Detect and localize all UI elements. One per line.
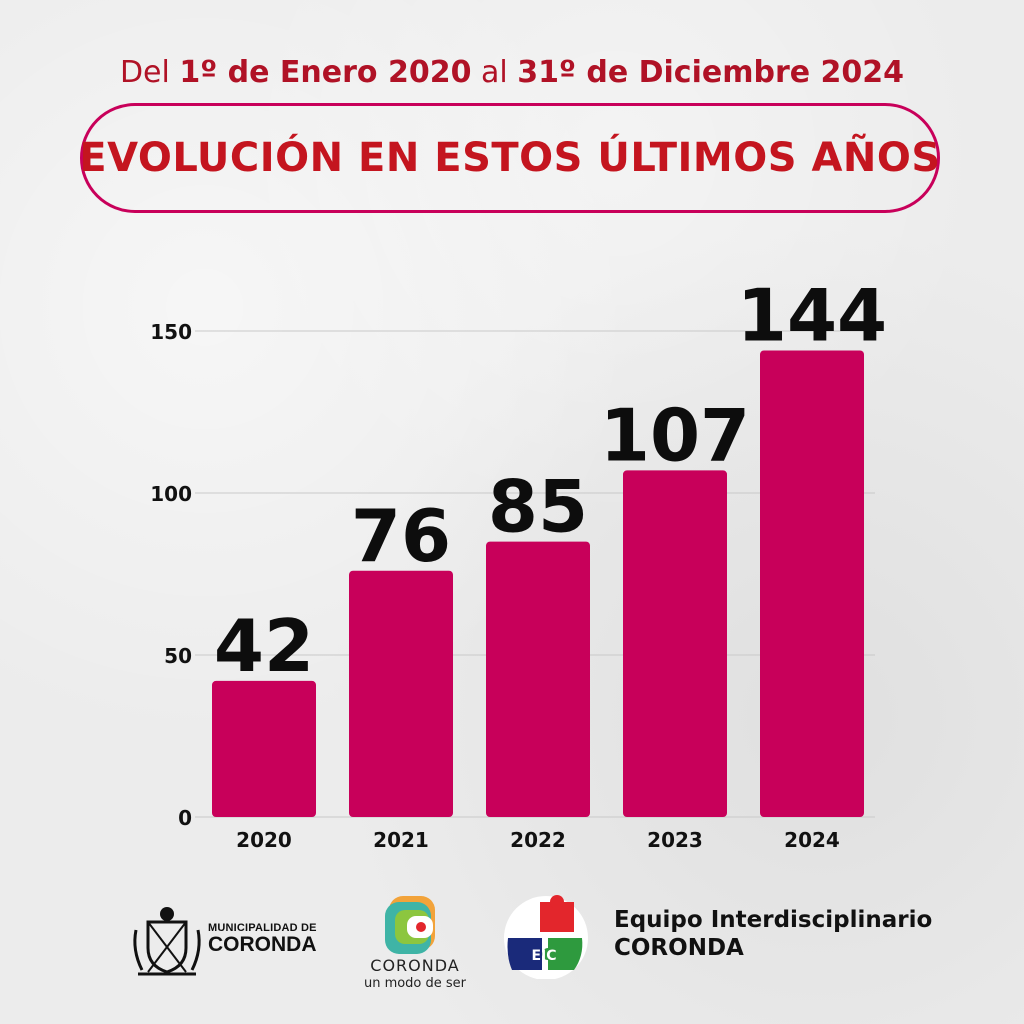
puzzle-icon: EIC xyxy=(504,895,588,980)
y-tick-label: 100 xyxy=(150,482,192,506)
date-range-subtitle: Del 1º de Enero 2020 al 31º de Diciembre… xyxy=(119,55,905,90)
eic-badge-text: EIC xyxy=(531,948,556,964)
data-label: 107 xyxy=(600,393,750,477)
footer-logos: MUNICIPALIDAD DE CORONDA CORONDA un modo… xyxy=(0,880,1024,1000)
page-title: EVOLUCIÓN EN ESTOS ÚLTIMOS AÑOS xyxy=(79,135,941,181)
bar-2020 xyxy=(212,680,316,817)
y-tick-label: 0 xyxy=(178,806,192,830)
eic-line2: CORONDA xyxy=(614,935,744,961)
coronda-mark-icon xyxy=(385,896,435,954)
eic-line1: Equipo Interdisciplinario xyxy=(614,907,933,933)
municipalidad-logo: MUNICIPALIDAD DE CORONDA xyxy=(128,900,328,980)
data-label: 85 xyxy=(488,465,588,549)
eic-logo: EIC xyxy=(498,894,598,980)
eic-name: Equipo Interdisciplinario CORONDA xyxy=(614,906,932,962)
bar-2023 xyxy=(623,470,727,817)
bar-2024 xyxy=(760,350,864,817)
x-tick-label: 2020 xyxy=(236,828,292,852)
x-tick-label: 2022 xyxy=(510,828,566,852)
bar-2022 xyxy=(486,541,590,817)
bar-chart: 0 50 100 150 42 2020 76 2021 85 2022 107 2023 144 202… xyxy=(150,273,887,852)
data-label: 42 xyxy=(214,604,314,688)
data-label: 76 xyxy=(351,494,451,578)
x-tick-label: 2024 xyxy=(784,828,840,852)
y-tick-label: 150 xyxy=(150,320,192,344)
muni-name: CORONDA xyxy=(208,933,317,956)
title-pill: EVOLUCIÓN EN ESTOS ÚLTIMOS AÑOS xyxy=(79,103,941,213)
data-label: 144 xyxy=(737,273,887,357)
y-tick-label: 50 xyxy=(164,644,192,668)
coat-of-arms-icon xyxy=(133,907,201,976)
coronda-brand-logo: CORONDA un modo de ser xyxy=(355,890,475,1000)
x-tick-label: 2023 xyxy=(647,828,703,852)
muni-label: MUNICIPALIDAD DE xyxy=(208,922,317,934)
coronda-brand-name: CORONDA xyxy=(370,956,460,975)
coronda-tagline: un modo de ser xyxy=(363,976,467,991)
x-tick-label: 2021 xyxy=(373,828,429,852)
bar-2021 xyxy=(349,570,453,817)
